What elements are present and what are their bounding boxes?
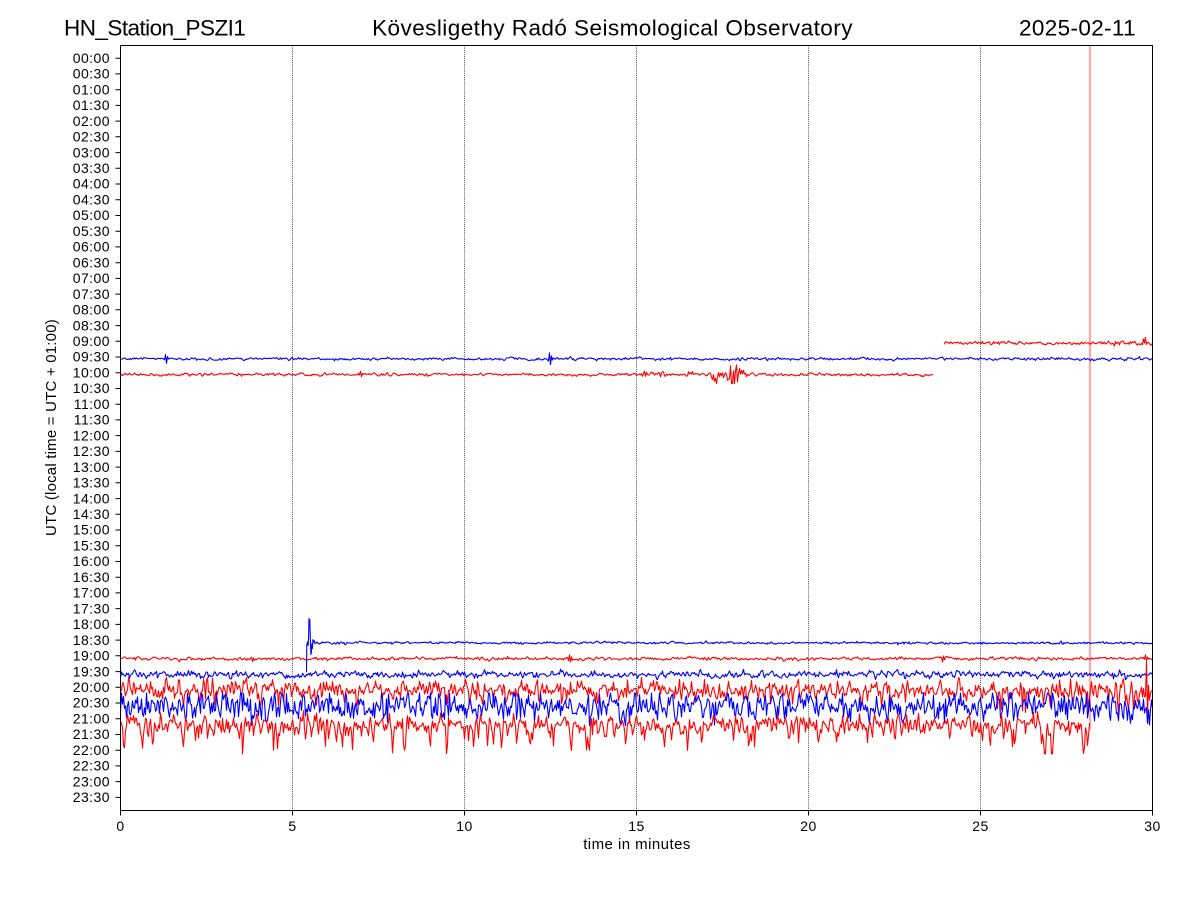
svg-text:22:00: 22:00	[73, 742, 110, 758]
svg-text:14:00: 14:00	[73, 490, 110, 506]
svg-text:10:00: 10:00	[73, 364, 110, 380]
svg-text:07:00: 07:00	[73, 270, 110, 286]
svg-text:Kövesligethy Radó Seismologica: Kövesligethy Radó Seismological Observat…	[372, 16, 853, 41]
svg-text:20:30: 20:30	[73, 695, 110, 711]
svg-text:12:00: 12:00	[73, 427, 110, 443]
svg-text:18:00: 18:00	[73, 616, 110, 632]
svg-text:03:00: 03:00	[73, 144, 110, 160]
svg-text:15: 15	[628, 818, 644, 834]
svg-text:0: 0	[116, 818, 124, 834]
svg-text:13:30: 13:30	[73, 475, 110, 491]
svg-text:20: 20	[800, 818, 816, 834]
svg-text:00:30: 00:30	[73, 66, 110, 82]
svg-text:11:00: 11:00	[74, 396, 110, 412]
svg-text:06:30: 06:30	[73, 254, 110, 270]
svg-text:19:00: 19:00	[73, 648, 110, 664]
svg-text:00:00: 00:00	[73, 50, 110, 66]
svg-text:21:30: 21:30	[73, 726, 110, 742]
svg-text:09:00: 09:00	[73, 333, 110, 349]
svg-text:18:30: 18:30	[73, 632, 110, 648]
svg-text:07:30: 07:30	[73, 286, 110, 302]
svg-text:09:30: 09:30	[73, 349, 110, 365]
svg-text:11:30: 11:30	[74, 412, 110, 428]
svg-text:15:30: 15:30	[73, 537, 110, 553]
svg-text:14:30: 14:30	[73, 506, 110, 522]
svg-text:04:00: 04:00	[73, 176, 110, 192]
svg-text:HN_Station_PSZI1: HN_Station_PSZI1	[64, 16, 245, 41]
svg-text:19:30: 19:30	[73, 663, 110, 679]
svg-text:01:30: 01:30	[73, 97, 110, 113]
svg-text:06:00: 06:00	[73, 239, 110, 255]
svg-text:04:30: 04:30	[73, 191, 110, 207]
svg-text:05:30: 05:30	[73, 223, 110, 239]
svg-text:05:00: 05:00	[73, 207, 110, 223]
svg-text:22:30: 22:30	[73, 758, 110, 774]
svg-text:10: 10	[456, 818, 472, 834]
svg-text:2025-02-11: 2025-02-11	[1019, 16, 1136, 41]
svg-text:15:00: 15:00	[73, 522, 110, 538]
svg-text:23:00: 23:00	[73, 773, 110, 789]
svg-text:12:30: 12:30	[73, 443, 110, 459]
svg-text:08:00: 08:00	[73, 302, 110, 318]
svg-text:16:00: 16:00	[73, 553, 110, 569]
svg-text:30: 30	[1144, 818, 1160, 834]
svg-text:02:00: 02:00	[73, 113, 110, 129]
svg-text:23:30: 23:30	[73, 789, 110, 805]
svg-text:17:00: 17:00	[73, 585, 110, 601]
svg-text:20:00: 20:00	[73, 679, 110, 695]
svg-text:time in minutes: time in minutes	[583, 836, 691, 853]
svg-text:02:30: 02:30	[73, 129, 110, 145]
svg-text:16:30: 16:30	[73, 569, 110, 585]
svg-text:17:30: 17:30	[73, 600, 110, 616]
svg-text:UTC (local time = UTC + 01:00): UTC (local time = UTC + 01:00)	[43, 319, 60, 536]
svg-text:08:30: 08:30	[73, 317, 110, 333]
svg-text:21:00: 21:00	[73, 710, 110, 726]
svg-text:01:00: 01:00	[73, 81, 110, 97]
svg-text:10:30: 10:30	[73, 380, 110, 396]
svg-text:13:00: 13:00	[73, 459, 110, 475]
svg-text:03:30: 03:30	[73, 160, 110, 176]
svg-text:25: 25	[972, 818, 988, 834]
svg-text:5: 5	[288, 818, 296, 834]
